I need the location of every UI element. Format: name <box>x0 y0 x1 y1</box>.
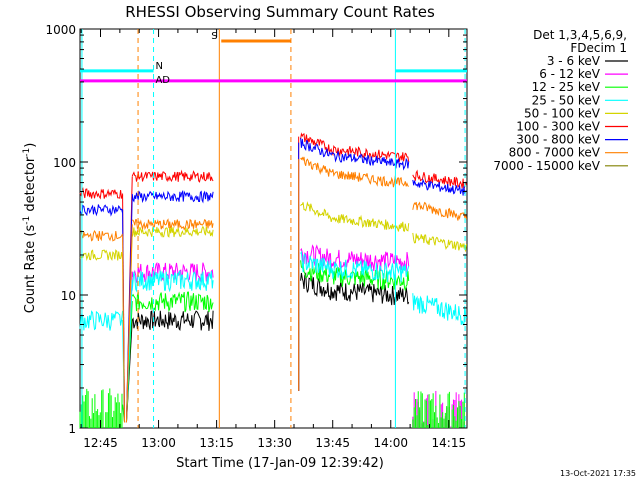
x-tick-label: 13:45 <box>315 436 350 450</box>
chart-title: RHESSI Observing Summary Count Rates <box>125 3 435 21</box>
series-line <box>79 186 124 200</box>
flag-label: AD <box>155 75 170 86</box>
series-line <box>79 229 124 242</box>
series-line <box>131 218 214 231</box>
x-tick-label: 13:00 <box>141 436 176 450</box>
series-line <box>300 250 410 283</box>
series-line <box>412 293 467 326</box>
y-label-mid: detector <box>23 156 38 216</box>
y-label-sup1: -1 <box>22 216 32 225</box>
y-tick-label: 1 <box>68 422 76 436</box>
flag-label: N <box>155 61 162 72</box>
series-line <box>125 224 133 423</box>
series-line <box>79 204 124 217</box>
legend-label: 50 - 100 keV <box>524 106 601 120</box>
data-marks: N AD S <box>79 29 467 428</box>
series-line <box>412 178 467 196</box>
series-line <box>131 291 214 313</box>
legend-label: 100 - 300 keV <box>516 120 600 134</box>
legend-label: 800 - 7000 keV <box>509 146 601 160</box>
y-tick-label: 1000 <box>45 23 76 37</box>
footer-timestamp: 13-Oct-2021 17:35 <box>560 469 636 478</box>
x-tick-label: 13:15 <box>199 436 234 450</box>
flag-label: S <box>211 31 217 42</box>
series-group <box>79 260 465 428</box>
x-tick-label: 12:45 <box>83 436 118 450</box>
legend-label: 7000 - 15000 keV <box>493 159 600 173</box>
series-line <box>300 156 409 188</box>
series-line <box>300 137 410 171</box>
series-line <box>300 132 410 162</box>
series-line <box>300 260 410 291</box>
y-label-main: Count Rate (s <box>23 225 38 314</box>
series-line <box>300 244 410 273</box>
series-line <box>122 235 126 423</box>
series-group <box>125 272 410 423</box>
series-line <box>412 232 467 253</box>
x-tick-label: 13:30 <box>257 436 292 450</box>
series-line <box>300 201 410 232</box>
series-line <box>131 169 214 183</box>
series-line <box>412 201 467 221</box>
y-axis-label: Count Rate (s-1 detector-1) <box>22 143 38 314</box>
legend-label: 12 - 25 keV <box>532 80 601 94</box>
series-line <box>131 270 214 293</box>
y-tick-label: 100 <box>53 156 76 170</box>
legend-label: 25 - 50 keV <box>532 93 601 107</box>
series-group <box>79 156 467 423</box>
y-label-end: ) <box>23 143 38 148</box>
legend-label: 300 - 800 keV <box>516 133 600 147</box>
x-tick-label: 14:15 <box>432 436 467 450</box>
x-axis-label: Start Time (17-Jan-09 12:39:42) <box>176 456 384 471</box>
x-tick-label: 14:00 <box>373 436 408 450</box>
legend-label: 6 - 12 keV <box>539 67 601 81</box>
y-tick-label: 10 <box>61 289 76 303</box>
series-line <box>300 272 410 306</box>
legend-label: 3 - 6 keV <box>547 54 601 68</box>
y-label-sup2: -1 <box>22 148 32 157</box>
series-line <box>131 310 214 332</box>
series-line <box>131 225 214 238</box>
series-line <box>79 310 124 331</box>
plot-frame <box>79 28 468 429</box>
series-line <box>79 249 124 262</box>
legend-header-line1: Det 1,3,4,5,6,9, <box>533 28 627 42</box>
series-line <box>131 190 214 204</box>
axes: 1 10 100 1000 12:45 13:00 13:15 13:30 13:45 14:00… <box>45 23 467 450</box>
legend-header-line2: FDecim 1 <box>570 41 627 55</box>
